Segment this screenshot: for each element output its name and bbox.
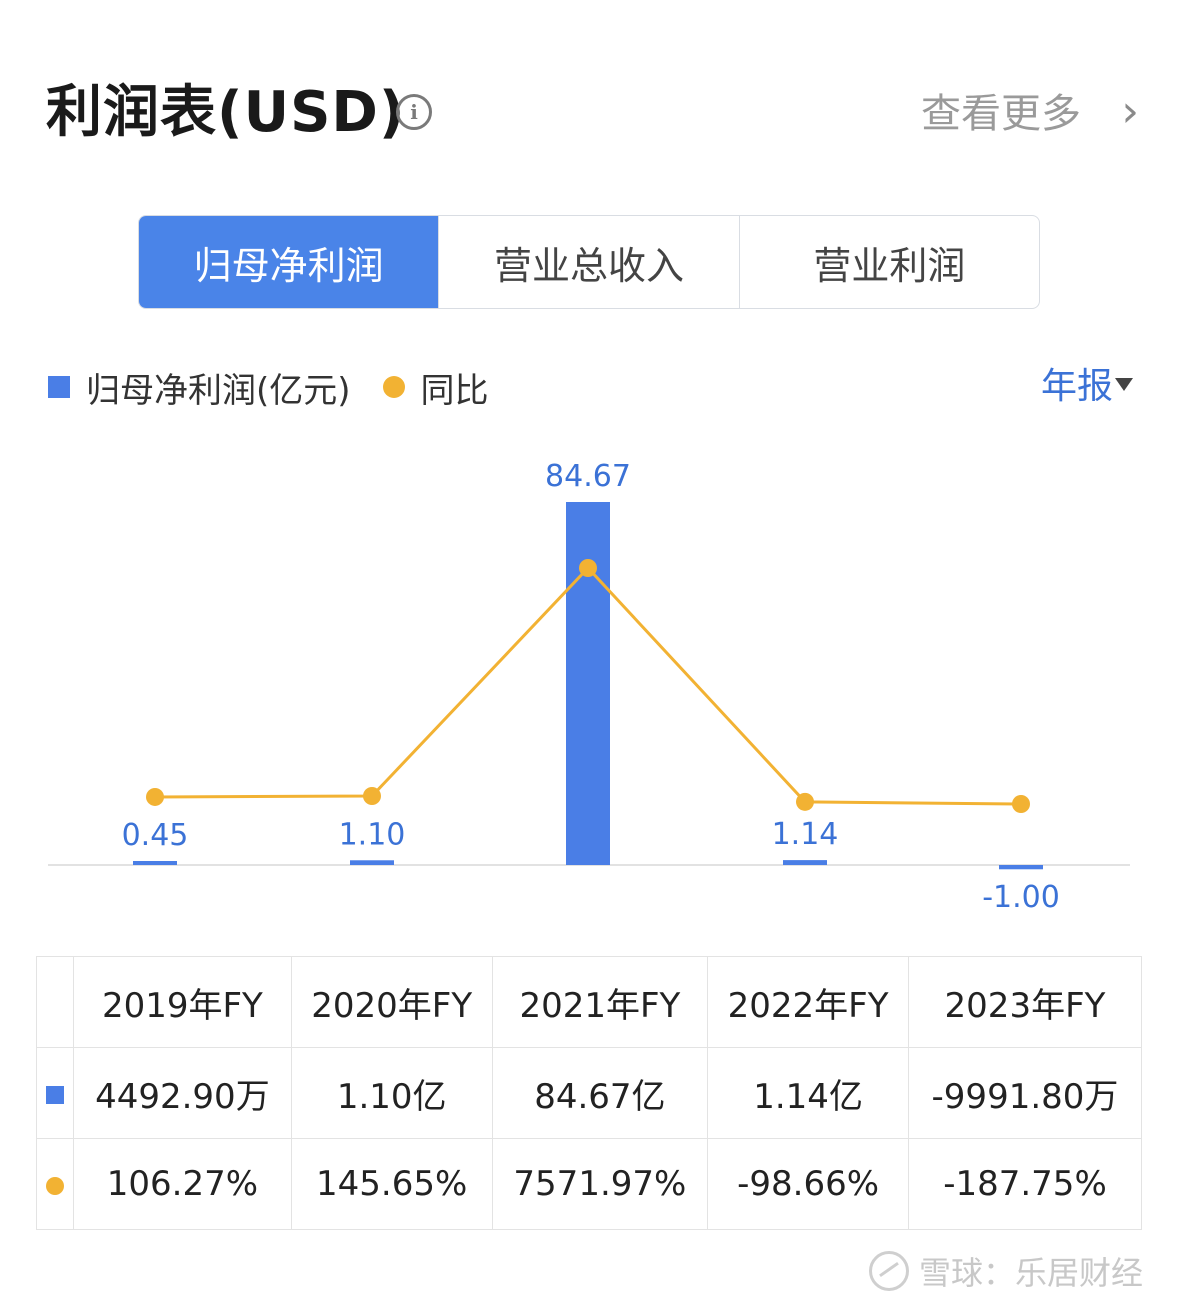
- bar-1: [350, 860, 394, 865]
- bar-2: [566, 502, 610, 865]
- table-header-cell: 2022年FY: [707, 956, 909, 1048]
- table-header-cell: 2020年FY: [290, 956, 493, 1048]
- table-cell: -98.66%: [707, 1138, 909, 1230]
- metric-tabs: 归母净利润 营业总收入 营业利润: [138, 215, 1040, 309]
- legend-line-label: 同比: [420, 370, 489, 411]
- table-header-cell: 2023年FY: [907, 956, 1143, 1048]
- bar-label-1: 1.10: [339, 817, 406, 852]
- header: 利润表(USD) i 查看更多 ›: [46, 78, 1139, 148]
- yoy-point-1: [363, 787, 381, 805]
- tab-operating-profit[interactable]: 营业利润: [738, 216, 1039, 308]
- tab-net-profit[interactable]: 归母净利润: [139, 216, 439, 308]
- yoy-point-0: [146, 787, 164, 806]
- bar-label-0: 0.45: [122, 818, 189, 853]
- table-row-values: 4492.90万 1.10亿 84.67亿 1.14亿 -9991.80万: [36, 1047, 1143, 1139]
- chevron-right-icon[interactable]: ›: [1121, 86, 1139, 137]
- bar-3: [783, 860, 827, 865]
- legend-line-marker: [382, 376, 405, 398]
- tab-total-revenue[interactable]: 营业总收入: [438, 216, 738, 308]
- yoy-point-4: [1012, 795, 1030, 813]
- table-row-yoy: 106.27% 145.65% 7571.97% -98.66% -187.75…: [36, 1138, 1143, 1230]
- period-selector[interactable]: 年报: [1040, 366, 1113, 407]
- table-cell: 145.65%: [290, 1138, 493, 1230]
- bar-label-2: 84.67: [545, 459, 631, 494]
- table-cell: -9991.80万: [907, 1047, 1143, 1139]
- legend-bar-marker: [48, 376, 70, 398]
- profit-chart: 0.45 1.10 84.67 1.14 -1.00: [48, 459, 1130, 915]
- data-table: 2019年FY 2020年FY 2021年FY 2022年FY 2023年FY …: [36, 956, 1143, 1230]
- bar-0: [133, 861, 177, 865]
- bar-label-4: -1.00: [982, 880, 1060, 915]
- row-marker-cell: [36, 1047, 74, 1139]
- table-header-cell: 2019年FY: [73, 956, 292, 1048]
- table-cell: -187.75%: [907, 1138, 1143, 1230]
- row-marker-cell: [36, 1138, 74, 1230]
- table-corner-cell: [36, 956, 74, 1048]
- table-cell: 106.27%: [73, 1138, 292, 1230]
- legend-bar-label: 归母净利润(亿元): [86, 370, 351, 411]
- table-cell: 7571.97%: [491, 1138, 709, 1230]
- page-title: 利润表(USD): [46, 80, 406, 145]
- chart-legend: 归母净利润(亿元) 同比: [48, 362, 489, 412]
- watermark: 雪球：乐居财经: [868, 1248, 1143, 1294]
- bar-label-3: 1.14: [772, 817, 839, 852]
- dropdown-arrow-icon[interactable]: [1115, 378, 1133, 391]
- table-cell: 1.14亿: [707, 1047, 909, 1139]
- watermark-text: 雪球：乐居财经: [918, 1254, 1143, 1292]
- table-cell: 4492.90万: [73, 1047, 292, 1139]
- table-cell: 84.67亿: [491, 1047, 709, 1139]
- bar-4: [999, 865, 1043, 870]
- yoy-point-3: [796, 792, 814, 811]
- bar-marker-icon: [46, 1086, 64, 1104]
- table-header-cell: 2021年FY: [491, 956, 709, 1048]
- view-more-link[interactable]: 查看更多: [921, 91, 1081, 137]
- table-cell: 1.10亿: [290, 1047, 493, 1139]
- snowball-logo-icon: [868, 1251, 909, 1291]
- info-icon[interactable]: i: [396, 94, 432, 130]
- yoy-point-2: [579, 559, 597, 577]
- table-header-row: 2019年FY 2020年FY 2021年FY 2022年FY 2023年FY: [36, 956, 1143, 1048]
- dot-marker-icon: [46, 1177, 64, 1195]
